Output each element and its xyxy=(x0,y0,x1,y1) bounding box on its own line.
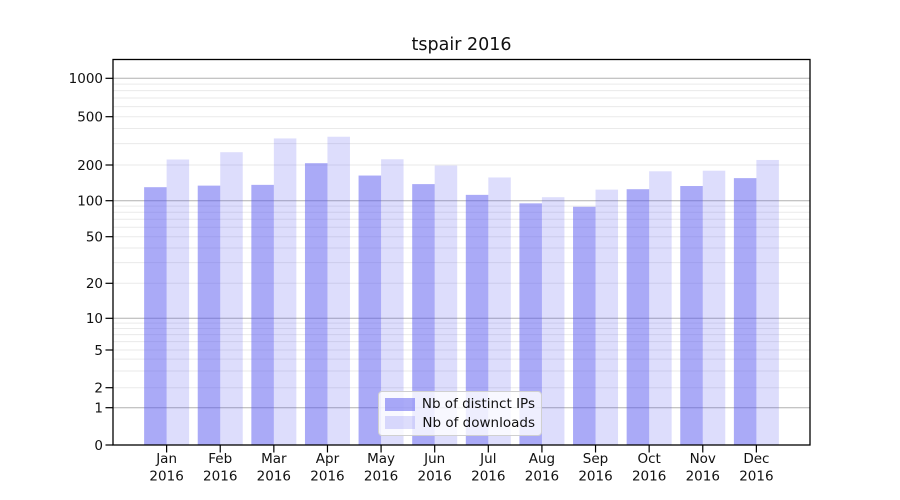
plot-border xyxy=(112,58,811,446)
legend-item-downloads: Nb of downloads xyxy=(385,415,535,431)
legend-item-distinct-ips: Nb of distinct IPs xyxy=(385,396,535,412)
y-tick-label: 50 xyxy=(86,230,103,246)
bar-ips-jun xyxy=(412,184,435,446)
bar-downloads-mar xyxy=(273,138,297,446)
bar-ips-nov xyxy=(680,186,703,445)
y-tick-label: 1000 xyxy=(69,71,103,87)
bar-downloads-sep xyxy=(595,189,619,445)
bar-downloads-oct xyxy=(649,171,672,445)
legend-label-downloads: Nb of downloads xyxy=(422,414,535,431)
bar-ips-oct xyxy=(626,189,650,445)
x-tick-label: Feb 2016 xyxy=(203,451,237,485)
bar-ips-jul xyxy=(465,194,489,445)
bar-downloads-jan xyxy=(166,159,190,446)
bar-downloads-jul xyxy=(488,177,511,445)
x-tick-label: Apr 2016 xyxy=(310,451,344,485)
bar-ips-apr xyxy=(304,163,328,445)
y-tick-label: 0 xyxy=(94,438,103,454)
bar-downloads-dec xyxy=(756,159,779,445)
bar-downloads-apr xyxy=(327,136,350,445)
legend: Nb of distinct IPs Nb of downloads xyxy=(378,391,542,436)
y-tick-label: 100 xyxy=(77,194,103,210)
bar-ips-may xyxy=(358,175,382,445)
x-tick-label: Aug 2016 xyxy=(525,451,559,485)
bar-ips-aug xyxy=(519,203,542,445)
legend-swatch-distinct-ips-icon xyxy=(385,397,415,411)
y-tick-label: 5 xyxy=(94,343,103,359)
x-tick-label: Jul 2016 xyxy=(471,451,505,485)
y-tick-label: 10 xyxy=(86,311,103,327)
bar-downloads-may xyxy=(381,159,404,445)
bar-ips-dec xyxy=(733,178,757,445)
x-tick-label: Dec 2016 xyxy=(739,451,773,485)
legend-swatch-downloads-icon xyxy=(385,416,416,430)
x-tick-label: Mar 2016 xyxy=(257,451,291,485)
bar-ips-sep xyxy=(573,206,596,445)
legend-label-distinct-ips: Nb of distinct IPs xyxy=(421,396,535,413)
bar-ips-jan xyxy=(144,187,167,445)
y-tick-label: 1 xyxy=(94,401,103,417)
bar-downloads-jun xyxy=(434,165,458,445)
bar-ips-feb xyxy=(197,185,221,445)
bar-downloads-nov xyxy=(702,170,726,445)
chart-title: tspair 2016 xyxy=(411,35,512,55)
bar-downloads-feb xyxy=(220,152,243,445)
x-tick-label: Sep 2016 xyxy=(578,451,612,485)
y-tick-label: 200 xyxy=(77,158,103,174)
x-tick-label: Nov 2016 xyxy=(686,451,720,485)
bar-ips-mar xyxy=(251,184,274,446)
x-tick-label: Oct 2016 xyxy=(632,451,666,485)
bar-downloads-aug xyxy=(541,197,565,445)
y-tick-label: 2 xyxy=(94,381,103,397)
x-tick-label: Jun 2016 xyxy=(418,451,452,485)
y-tick-label: 500 xyxy=(77,110,103,126)
x-tick-label: Jan 2016 xyxy=(149,451,183,485)
x-tick-label: May 2016 xyxy=(364,451,398,485)
y-tick-label: 20 xyxy=(86,276,103,292)
